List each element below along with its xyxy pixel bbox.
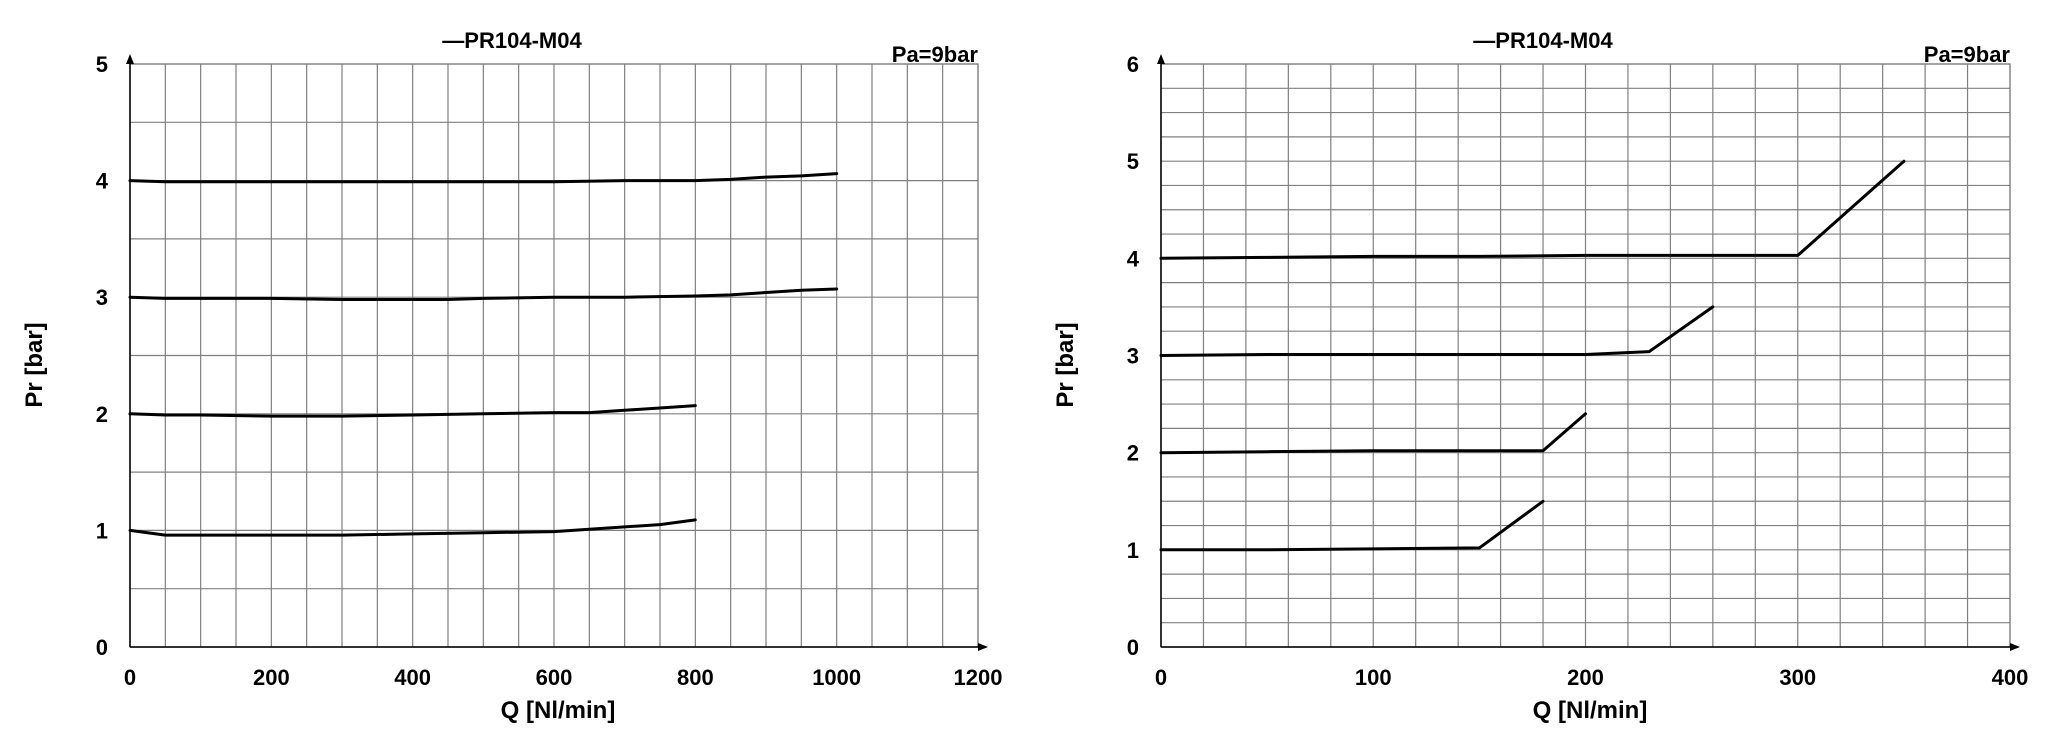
x-tick-label: 100 [1355,665,1392,690]
chart-title: —PR104-M04 [1473,28,1613,53]
y-tick-label: 2 [1127,441,1139,466]
pressure-annotation: Pa=9bar [892,42,979,67]
series-line [128,518,697,537]
series-line [1159,159,1906,260]
x-tick-label: 200 [1567,665,1604,690]
left-chart: —PR104-M04 Pa=9bar Q [Nl/min] Pr [bar] 0… [21,28,1002,724]
x-tick-label: 300 [1779,665,1816,690]
x-tick-label: 800 [677,665,714,690]
series-line [1159,305,1715,357]
y-tick-label: 2 [96,402,108,427]
y-tick-label: 0 [96,635,108,660]
x-axis-label: Q [Nl/min] [1533,697,1648,724]
y-tick-label: 1 [96,518,108,543]
right-chart: —PR104-M04 Pa=9bar Q [Nl/min] Pr [bar] 0… [1052,28,2028,724]
x-tick-label: 200 [253,665,290,690]
y-axis-label: Pr [bar] [21,322,48,407]
series-line [1159,499,1545,552]
x-tick-label: 600 [536,665,573,690]
y-axis-arrow [126,54,134,64]
y-tick-label: 5 [1127,149,1139,174]
x-tick-label: 400 [394,665,431,690]
x-tick-label: 1200 [954,665,1003,690]
y-tick-label: 6 [1127,52,1139,77]
x-tick-label: 0 [1155,665,1167,690]
y-tick-label: 1 [1127,538,1139,563]
series-line [128,172,839,184]
x-axis-label: Q [Nl/min] [501,697,616,724]
x-tick-label: 400 [1992,665,2029,690]
y-axis-label: Pr [bar] [1052,322,1079,407]
y-tick-label: 5 [96,52,108,77]
x-axis-arrow [978,643,988,651]
x-tick-label: 0 [124,665,136,690]
x-tick-label: 1000 [812,665,861,690]
y-tick-label: 4 [1127,246,1140,271]
series-line [128,404,697,418]
series-line [128,287,839,301]
chart-title: —PR104-M04 [442,28,582,53]
pressure-annotation: Pa=9bar [1924,42,2011,67]
x-axis-arrow [2010,643,2020,651]
y-axis-arrow [1157,54,1165,64]
y-tick-label: 3 [96,285,108,310]
y-tick-label: 0 [1127,635,1139,660]
y-tick-label: 4 [96,169,109,194]
series-line [1159,412,1587,455]
y-tick-label: 3 [1127,344,1139,369]
